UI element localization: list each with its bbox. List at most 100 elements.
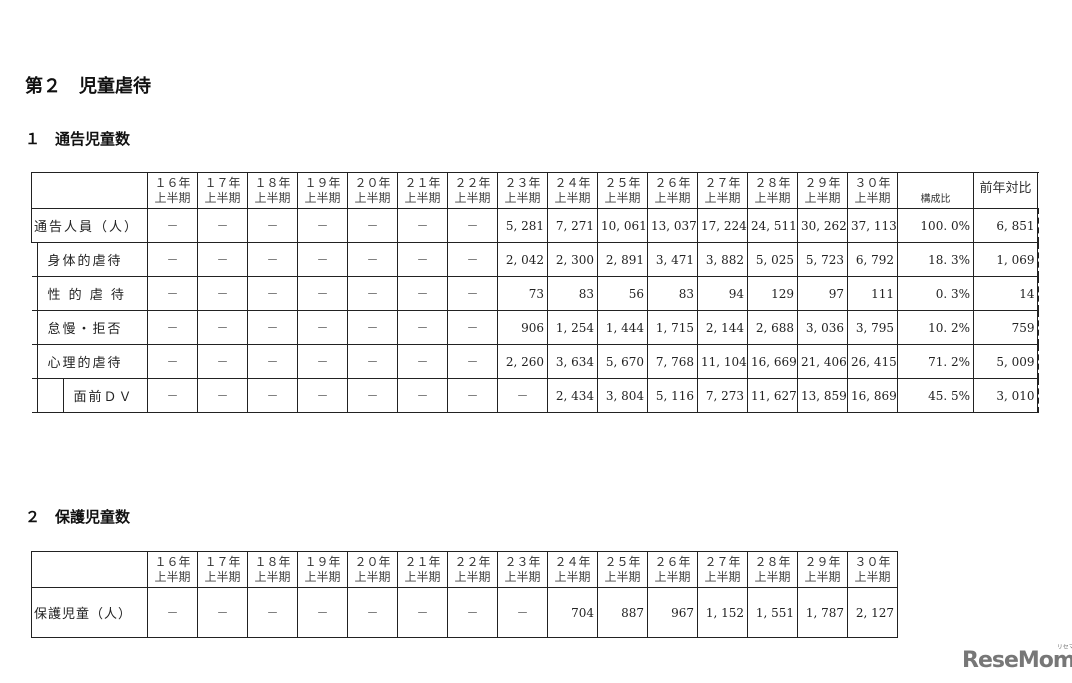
value-cell: 24, 511 xyxy=(747,208,798,243)
year-header: ２２年 上半期 xyxy=(447,551,498,588)
value-cell: 94 xyxy=(697,276,748,311)
value-cell: 129 xyxy=(747,276,798,311)
value-cell: － xyxy=(197,208,248,243)
ratio-cell: 0. 3% xyxy=(897,276,974,311)
period-label: 上半期 xyxy=(254,569,291,584)
value-cell: － xyxy=(447,344,498,379)
yoy-diff-cell: 6, 851 xyxy=(973,208,1038,243)
value-cell: － xyxy=(147,344,198,379)
value-cell: 1, 787 xyxy=(797,587,848,638)
table-row: 通告人員（人）－－－－－－－ 5, 281 7, 271 10, 061 13, 037… xyxy=(31,208,1038,243)
value-cell: 5, 281 xyxy=(497,208,548,243)
year-header: １７年 上半期 xyxy=(197,172,248,209)
year-label: ２５年 xyxy=(604,175,641,190)
year-header: ３０年 上半期 xyxy=(847,172,898,209)
value-cell: 111 xyxy=(847,276,898,311)
year-label: ２５年 xyxy=(604,554,641,569)
year-label: ２０年 xyxy=(354,175,391,190)
value-cell: － xyxy=(247,276,298,311)
value-cell: － xyxy=(297,242,348,277)
value-cell: － xyxy=(197,276,248,311)
period-label: 上半期 xyxy=(804,569,841,584)
value-cell: － xyxy=(197,587,248,638)
year-header: ２３年 上半期 xyxy=(497,551,548,588)
value-cell: 83 xyxy=(547,276,598,311)
ratio-cell: 18. 3% xyxy=(897,242,974,277)
table-row: 怠慢・拒否－－－－－－－ 906 1, 254 1, 444 1, 715 2, 144 2… xyxy=(31,310,1038,345)
value-cell: 13, 859 xyxy=(797,378,848,413)
value-cell: － xyxy=(347,587,398,638)
year-header: １６年 上半期 xyxy=(147,172,198,209)
value-cell: － xyxy=(247,208,298,243)
row-label: 身体的虐待 xyxy=(47,254,123,269)
value-cell: － xyxy=(347,276,398,311)
value-cell: 5, 025 xyxy=(747,242,798,277)
value-cell: － xyxy=(147,276,198,311)
year-label: ２４年 xyxy=(554,175,591,190)
value-cell: － xyxy=(397,242,448,277)
period-label: 上半期 xyxy=(804,190,841,205)
year-label: ２９年 xyxy=(804,554,841,569)
yoy-diff-cell: 5, 009 xyxy=(973,344,1038,379)
row-label: 通告人員（人） xyxy=(34,220,140,235)
value-cell: 7, 273 xyxy=(697,378,748,413)
value-cell: 3, 882 xyxy=(697,242,748,277)
value-cell: 1, 254 xyxy=(547,310,598,345)
value-cell: － xyxy=(397,208,448,243)
value-cell: － xyxy=(147,378,198,413)
period-label: 上半期 xyxy=(154,190,191,205)
reported-children-table: １６年 上半期 １７年 上半期 １８年 上半期 １９年 上半期 ２０年 上半期 ２１年 上半期 ２２年上… xyxy=(31,172,1038,413)
value-cell: － xyxy=(347,344,398,379)
year-header: ２５年 上半期 xyxy=(597,551,648,588)
value-cell: 3, 036 xyxy=(797,310,848,345)
year-label: ２７年 xyxy=(704,554,741,569)
value-cell: 83 xyxy=(647,276,698,311)
value-cell: － xyxy=(147,242,198,277)
value-cell: 30, 262 xyxy=(797,208,848,243)
value-cell: 73 xyxy=(497,276,548,311)
value-cell: 1, 444 xyxy=(597,310,648,345)
year-header: ２９年 上半期 xyxy=(797,172,848,209)
section-title: 第２ 児童虐待 xyxy=(25,76,151,97)
year-label: １７年 xyxy=(204,554,241,569)
value-cell: － xyxy=(297,587,348,638)
value-cell: － xyxy=(297,344,348,379)
value-cell: 2, 688 xyxy=(747,310,798,345)
value-cell: － xyxy=(447,242,498,277)
value-cell: － xyxy=(247,344,298,379)
protected-children-table: １６年 上半期 １７年 上半期 １８年 上半期 １９年 上半期 ２０年 上半期 ２１年 上半期 ２２年上… xyxy=(31,551,898,638)
year-label: １９年 xyxy=(304,175,341,190)
value-cell: － xyxy=(347,208,398,243)
year-label: １８年 xyxy=(254,554,291,569)
year-label: ２８年 xyxy=(754,554,791,569)
year-label: ２４年 xyxy=(554,554,591,569)
value-cell: 2, 434 xyxy=(547,378,598,413)
year-label: ３０年 xyxy=(854,554,891,569)
yoy-header: 前年対比 xyxy=(973,172,1038,209)
period-label: 上半期 xyxy=(704,190,741,205)
period-label: 上半期 xyxy=(604,190,641,205)
year-header: ２１年 上半期 xyxy=(397,551,448,588)
ratio-cell: 71. 2% xyxy=(897,344,974,379)
value-cell: 13, 037 xyxy=(647,208,698,243)
value-cell: － xyxy=(197,344,248,379)
period-label: 上半期 xyxy=(404,569,441,584)
value-cell: － xyxy=(147,208,198,243)
value-cell: － xyxy=(147,587,198,638)
year-header: ２８年 上半期 xyxy=(747,172,798,209)
period-label: 上半期 xyxy=(204,190,241,205)
year-header: ２４年 上半期 xyxy=(547,172,598,209)
period-label: 上半期 xyxy=(204,569,241,584)
diagonal-header-cell xyxy=(31,172,148,209)
table-row: 心理的虐待－－－－－－－ 2, 260 3, 634 5, 670 7, 768 11, … xyxy=(31,344,1038,379)
period-label: 上半期 xyxy=(454,190,491,205)
table2-heading: ２ 保護児童数 xyxy=(25,508,131,526)
year-header: ２１年 上半期 xyxy=(397,172,448,209)
row-label-cell: 身体的虐待 xyxy=(31,242,148,277)
value-cell: － xyxy=(247,310,298,345)
year-header: １８年 上半期 xyxy=(247,551,298,588)
period-label: 上半期 xyxy=(654,569,691,584)
value-cell: 3, 804 xyxy=(597,378,648,413)
value-cell: － xyxy=(147,310,198,345)
value-cell: － xyxy=(397,587,448,638)
